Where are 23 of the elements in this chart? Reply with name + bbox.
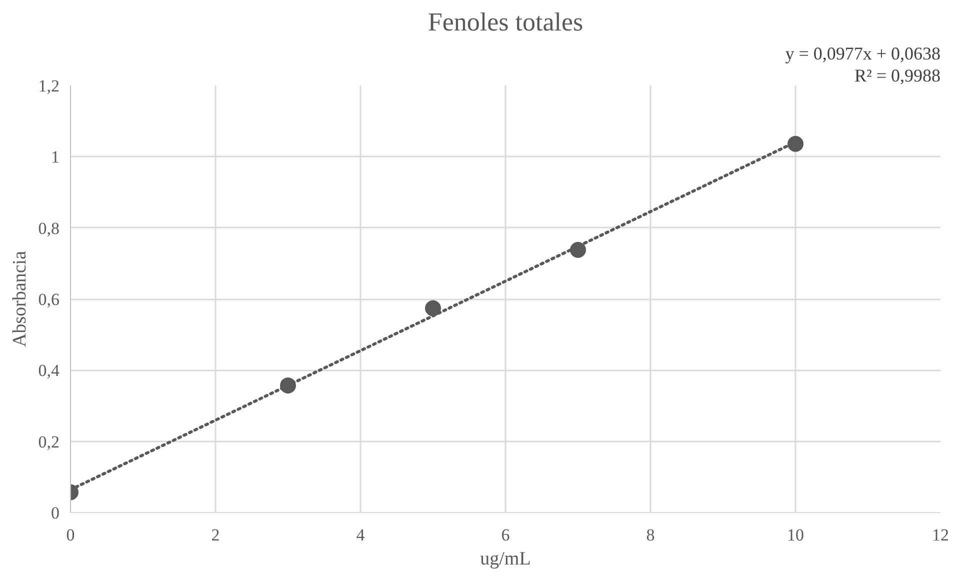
point xyxy=(788,136,804,152)
annotation: R² = 0,9988 xyxy=(854,66,941,86)
y-tick-label: 0,6 xyxy=(38,290,60,309)
x-tick-label: 12 xyxy=(932,526,949,544)
y-tick-label: 0 xyxy=(51,504,60,522)
x-tick-label: 6 xyxy=(501,526,510,544)
y-axis-title: Absorbancia xyxy=(9,250,30,348)
x-axis-title: ug/mL xyxy=(480,548,531,570)
x-tick-label: 8 xyxy=(646,526,655,544)
y-tick-label: 1,2 xyxy=(38,76,60,96)
y-tick-label: 1 xyxy=(51,148,60,167)
point xyxy=(570,242,586,258)
y-tick-label: 0,2 xyxy=(38,432,60,452)
point xyxy=(280,377,296,394)
chart-title: Fenoles totales xyxy=(428,8,584,36)
x-tick-label: 4 xyxy=(356,526,366,544)
point xyxy=(425,300,441,316)
x-tick-label: 0 xyxy=(66,526,75,544)
y-tick-label: 0,8 xyxy=(38,218,60,238)
text: y = 0,0977x + 0,0638 xyxy=(785,44,941,64)
y-tick-label: 0,4 xyxy=(38,361,60,380)
x-tick-label: 2 xyxy=(211,526,220,544)
x-tick-label: 10 xyxy=(787,526,804,544)
